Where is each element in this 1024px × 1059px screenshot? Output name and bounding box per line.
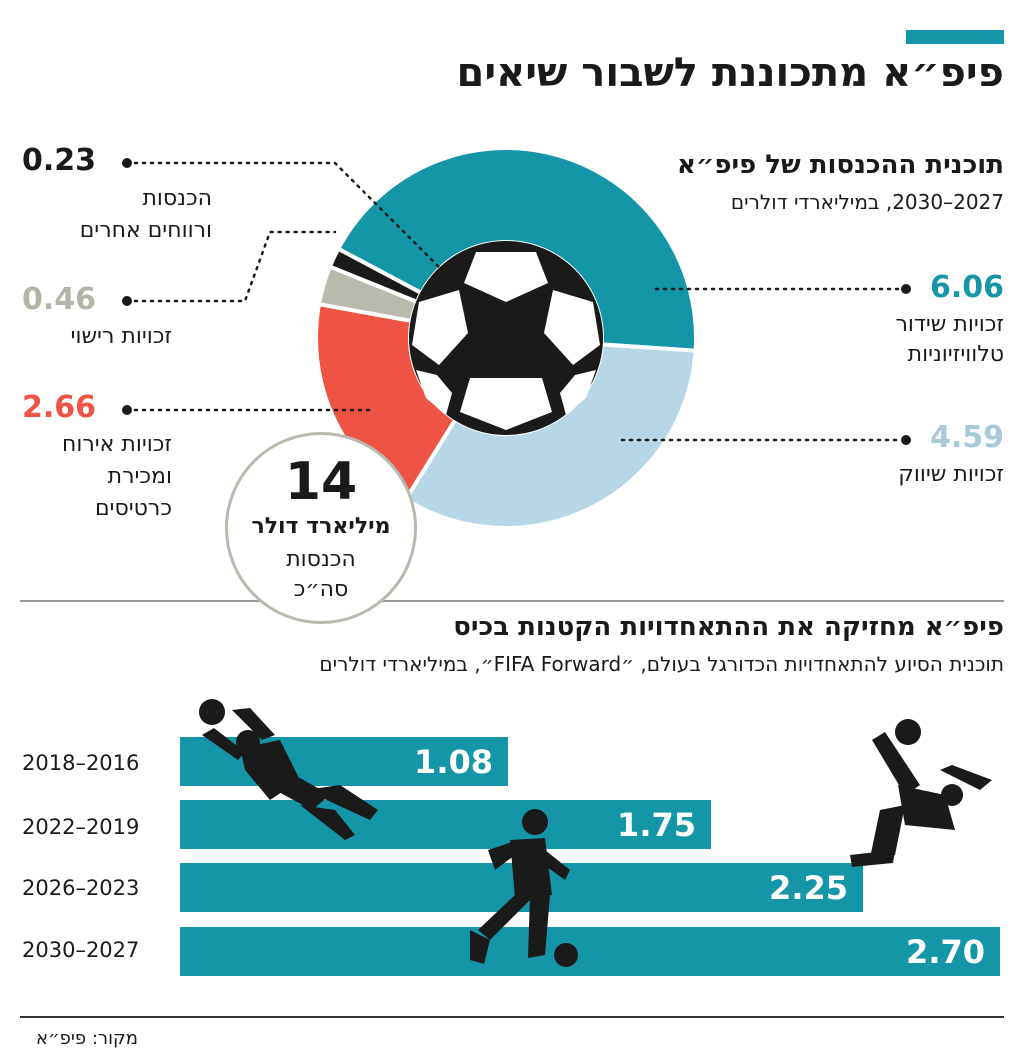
player-silhouettes	[199, 699, 992, 967]
leader-lines	[122, 158, 911, 445]
soccer-ball-icon	[409, 241, 603, 435]
bicycle-kick-player-icon	[850, 719, 992, 867]
bar-value-4: 2.70	[906, 933, 985, 971]
bar-2027-2030	[180, 927, 1000, 976]
period-label-2: 2022–2019	[22, 815, 140, 839]
revenue-pie-chart	[122, 146, 911, 530]
hosting-label-3: כרטיסים	[94, 496, 172, 521]
pie-slices	[314, 146, 698, 530]
tv-rights-label: זכויות שידור	[895, 312, 1004, 337]
total-revenue-line1: הכנסות	[286, 547, 356, 572]
accent-bar	[906, 30, 1004, 44]
tv-rights-value: 6.06	[929, 270, 1004, 305]
hosting-label: זכויות אירוח	[61, 432, 172, 457]
total-revenue-line2: סה״כ	[293, 577, 349, 602]
period-label-4: 2030–2027	[22, 938, 140, 962]
licensing-label: זכויות רישוי	[70, 324, 172, 349]
period-label-3: 2026–2023	[22, 876, 140, 900]
period-label-1: 2018–2016	[22, 751, 140, 775]
bar-2019-2022	[180, 800, 711, 849]
total-revenue-number: 14	[284, 452, 358, 512]
goalkeeper-icon	[199, 699, 378, 840]
other-label: הכנסות	[142, 186, 212, 211]
revenue-subtitle: 2027–2030, במיליארדי דולרים	[730, 190, 1004, 214]
marketing-label: זכויות שיווק	[898, 462, 1004, 487]
bar-value-2: 1.75	[617, 806, 696, 844]
forward-title: פיפ״א מחזיקה את ההתאחדויות הקטנות בכיס	[453, 612, 1004, 642]
bottom-rule	[20, 1016, 1004, 1018]
source-note: מקור: פיפ״א	[36, 1028, 138, 1049]
marketing-value: 4.59	[929, 420, 1004, 455]
revenue-title: תוכנית ההכנסות של פיפ״א	[676, 150, 1004, 180]
tv-rights-label-2: טלוויזיוניות	[907, 342, 1004, 367]
hosting-value: 2.66	[22, 390, 97, 425]
other-label-2: ורווחים אחרים	[79, 218, 212, 243]
total-revenue-unit: מיליארד דולר	[251, 514, 391, 539]
licensing-value: 0.46	[22, 282, 97, 317]
other-value: 0.23	[22, 143, 97, 178]
hosting-label-2: ומכירת	[107, 464, 172, 489]
bar-value-3: 2.25	[769, 869, 848, 907]
forward-subtitle: תוכנית הסיוע להתאחדויות הכדורגל בעולם, ״…	[319, 652, 1004, 676]
page-title: פיפ״א מתכוננת לשבור שיאים	[456, 50, 1004, 96]
total-revenue-circle	[225, 432, 417, 624]
section-divider	[20, 600, 1004, 602]
running-player-icon	[470, 809, 578, 967]
bar-value-1: 1.08	[414, 743, 493, 781]
